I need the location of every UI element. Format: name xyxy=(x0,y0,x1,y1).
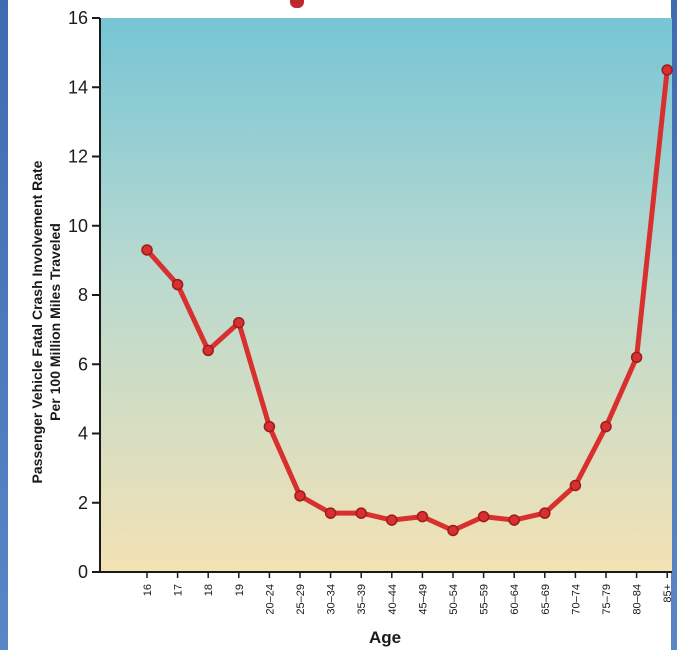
x-tick-label: 19 xyxy=(234,584,246,596)
left-frame-border xyxy=(0,0,8,650)
data-point xyxy=(263,420,276,433)
x-tick-label: 70–74 xyxy=(570,584,582,615)
data-point xyxy=(324,507,337,519)
x-tick-label: 65–69 xyxy=(540,584,552,615)
data-point xyxy=(202,344,214,357)
y-tick-label: 2 xyxy=(78,493,88,513)
right-frame-border xyxy=(671,0,677,650)
plot-area xyxy=(100,18,672,572)
x-tick-label: 35–39 xyxy=(356,584,368,615)
y-tick-label: 0 xyxy=(78,562,88,582)
y-axis-label-line2: Per 100 Million Miles Traveled xyxy=(47,223,63,421)
x-tick-label: 17 xyxy=(173,584,185,596)
y-tick-label: 14 xyxy=(68,77,88,97)
data-point xyxy=(630,351,643,364)
data-point xyxy=(141,244,153,256)
data-points xyxy=(141,64,673,537)
data-point xyxy=(233,316,245,329)
data-point xyxy=(355,507,367,519)
x-tick-label: 85+ xyxy=(662,584,674,603)
y-tick-label: 6 xyxy=(78,354,88,374)
x-tick-label: 18 xyxy=(203,584,215,596)
x-tick-label: 45–49 xyxy=(417,584,429,615)
data-point xyxy=(477,510,490,523)
x-tick-label: 50–54 xyxy=(448,584,460,615)
y-tick-label: 12 xyxy=(68,147,88,167)
data-point xyxy=(569,479,582,492)
data-point xyxy=(661,64,673,76)
data-point xyxy=(386,514,398,526)
x-tick-label: 30–34 xyxy=(326,584,338,615)
x-tick-label: 40–44 xyxy=(387,584,399,615)
x-tick-label: 55–59 xyxy=(479,584,491,615)
data-point xyxy=(171,278,184,291)
data-point xyxy=(600,420,612,433)
data-point xyxy=(416,510,429,523)
data-point xyxy=(539,507,551,519)
y-ticks: 0 2 4 6 8 10 12 14 16 xyxy=(68,8,100,582)
data-point xyxy=(508,514,520,526)
x-tick-label: 80–84 xyxy=(632,584,644,615)
y-tick-label: 8 xyxy=(78,285,88,305)
x-tick-label: 25–29 xyxy=(295,584,307,615)
x-ticks: 16 17 18 19 20–24 25–29 30–34 35–39 40–44 45–49 50… xyxy=(142,572,674,615)
x-tick-label: 60–64 xyxy=(509,584,521,615)
y-axis-label-line1: Passenger Vehicle Fatal Crash Involvemen… xyxy=(29,160,45,483)
x-tick-label: 75–79 xyxy=(601,584,613,615)
x-tick-label: 16 xyxy=(142,584,154,596)
data-point xyxy=(294,490,306,502)
x-axis-label: Age xyxy=(369,628,401,647)
x-tick-label: 20–24 xyxy=(264,584,276,615)
y-tick-label: 4 xyxy=(78,424,88,444)
y-tick-label: 16 xyxy=(68,8,88,28)
series-line xyxy=(144,67,670,533)
title-fragment xyxy=(290,0,304,8)
y-tick-label: 10 xyxy=(68,216,88,236)
data-point xyxy=(447,524,459,537)
